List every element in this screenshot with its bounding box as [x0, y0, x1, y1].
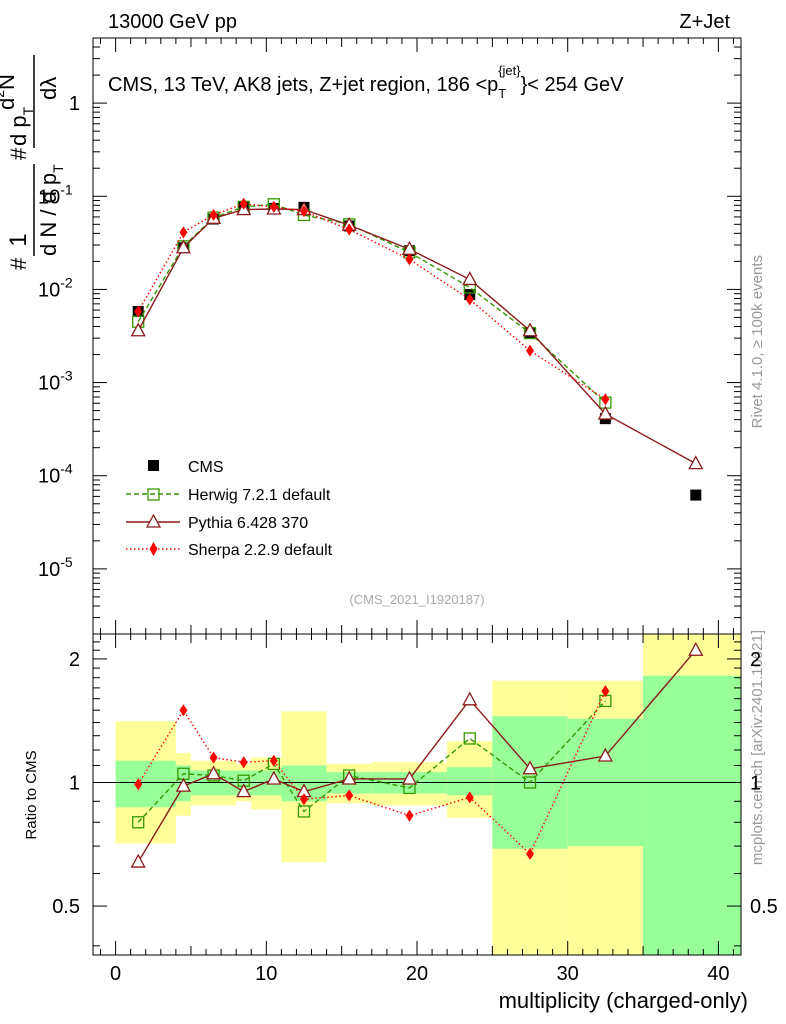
ratio-point-sherpa-4.5: [179, 704, 188, 717]
point-sherpa-1.5: [134, 305, 143, 318]
ratio-y-axis-label: Ratio to CMS: [23, 750, 40, 839]
main-y-tick-label: 10-5: [38, 554, 73, 581]
ratio-point-pythia-19.5: [401, 770, 418, 785]
point-sherpa-32.5: [601, 393, 610, 406]
ratio-point-pythia-4.5: [175, 777, 192, 792]
legend-marker-sherpa: [149, 542, 158, 556]
series-line-pythia: [137, 208, 697, 465]
series-line-sherpa: [137, 203, 606, 400]
svg-text:d N / d pT: d N / d pT: [36, 164, 66, 256]
x-tick-label: 10: [255, 963, 277, 985]
ratio-y-tick-label: 2: [69, 649, 80, 671]
ratio-point-pythia-23.5: [462, 691, 478, 706]
main-panel: (CMS_2021_I1920187) 10-5 10-4 10-3 10-2 10-1…: [0, 37, 742, 635]
ratio-point-sherpa-15.5: [345, 789, 354, 802]
main-y-axis-label: # 1 d N / d pT # d pT d2N dλ: [0, 55, 66, 270]
point-sherpa-8.5: [239, 197, 248, 210]
ratio-point-pythia-32.5: [597, 747, 613, 762]
point-pythia-23.5: [462, 271, 478, 286]
ratio-point-pythia-8.5: [236, 783, 252, 798]
ratio-point-sherpa-6.5: [209, 751, 218, 764]
svg-text:1: 1: [5, 233, 32, 246]
legend-label-pythia: Pythia 6.428 370: [188, 515, 308, 532]
x-tick-label: 30: [557, 963, 579, 985]
ratio-y-tick-label-right: 0.5: [750, 896, 778, 918]
point-sherpa-23.5: [465, 293, 474, 306]
svg-text:d2N: d2N: [0, 74, 19, 110]
ratio-y-tick-label-right: 2: [750, 649, 761, 671]
svg-text:d pT: d pT: [6, 106, 36, 146]
ratio-y-tick-label: 0.5: [52, 896, 80, 918]
ratio-point-pythia-10.5: [266, 770, 282, 785]
main-y-tick-label: 10-3: [38, 368, 73, 395]
svg-text:#: #: [6, 257, 31, 270]
point-sherpa-27.5: [526, 344, 535, 357]
ratio-point-sherpa-32.5: [601, 685, 610, 698]
point-sherpa-6.5: [209, 208, 218, 221]
svg-text:#: #: [6, 147, 31, 160]
rivet-label: Rivet 4.1.0, ≥ 100k events: [749, 255, 766, 428]
legend-marker-herwig: [147, 488, 160, 501]
ratio-point-sherpa-12.5: [299, 793, 308, 806]
legend-marker-pythia: [145, 513, 162, 528]
ratio-point-pythia-38.5: [688, 641, 704, 656]
ratio-point-pythia-15.5: [341, 770, 357, 785]
uncertainty-band-inner: [447, 767, 493, 796]
legend-label-herwig: Herwig 7.2.1 default: [188, 487, 331, 504]
legend-label-cms: CMS: [188, 459, 224, 476]
point-pythia-1.5: [130, 322, 146, 337]
ratio-y-tick-label-right: 1: [750, 772, 761, 794]
ratio-point-sherpa-27.5: [526, 847, 535, 860]
ratio-point-herwig-12.5: [297, 805, 311, 818]
header-left: 13000 GeV pp: [108, 11, 237, 33]
point-pythia-38.5: [688, 455, 704, 470]
uncertainty-band-inner: [643, 675, 741, 955]
svg-text:dλ: dλ: [36, 77, 61, 100]
ratio-point-pythia-1.5: [130, 853, 146, 868]
main-y-tick-label: 10-2: [38, 274, 73, 301]
x-tick-label: 20: [406, 963, 428, 985]
main-y-tick-label: 10-1: [38, 181, 73, 208]
ratio-point-sherpa-1.5: [134, 778, 143, 791]
ratio-point-sherpa-10.5: [269, 754, 278, 767]
point-sherpa-4.5: [179, 226, 188, 239]
ratio-point-sherpa-23.5: [465, 791, 474, 804]
uncertainty-band-inner: [115, 760, 176, 808]
ratio-point-pythia-6.5: [205, 765, 222, 780]
legend: CMS Herwig 7.2.1 default Pythia 6.428 37…: [126, 459, 333, 559]
point-pythia-32.5: [597, 405, 613, 420]
ratio-panel: 0.5 0.51 12 20 10 20 30 40 Ratio to CMS multipl…: [23, 633, 778, 1013]
ratio-point-herwig-1.5: [132, 816, 145, 829]
ratio-point-herwig-27.5: [523, 776, 537, 789]
ratio-point-pythia-27.5: [522, 760, 538, 775]
x-axis-label: multiplicity (charged-only): [499, 988, 748, 1013]
point-sherpa-10.5: [269, 200, 278, 213]
header-right: Z+Jet: [679, 11, 730, 33]
legend-marker-cms: [148, 460, 159, 471]
point-pythia-4.5: [175, 239, 192, 254]
main-y-tick-label: 10-4: [38, 461, 73, 488]
main-y-tick-label: 1: [69, 93, 80, 115]
plot-title: CMS, 13 TeV, AK8 jets, Z+jet region, 186…: [108, 63, 624, 101]
point-cms-38.5: [690, 489, 702, 501]
ratio-point-sherpa-19.5: [405, 809, 414, 822]
ratio-point-herwig-23.5: [463, 732, 476, 745]
point-sherpa-15.5: [345, 223, 354, 236]
point-pythia-27.5: [522, 322, 538, 337]
x-tick-label: 0: [110, 963, 121, 985]
mcplots-label: mcplots.cern.ch [arXiv:2401.10621]: [749, 630, 766, 865]
ratio-point-sherpa-8.5: [239, 756, 248, 769]
ratio-y-tick-label: 1: [69, 772, 80, 794]
point-sherpa-19.5: [405, 253, 414, 266]
point-sherpa-12.5: [299, 205, 308, 218]
ratio-line-herwig: [137, 700, 606, 823]
watermark-label: (CMS_2021_I1920187): [349, 592, 484, 607]
x-tick-label: 40: [707, 963, 729, 985]
legend-label-sherpa: Sherpa 2.2.9 default: [188, 542, 333, 559]
